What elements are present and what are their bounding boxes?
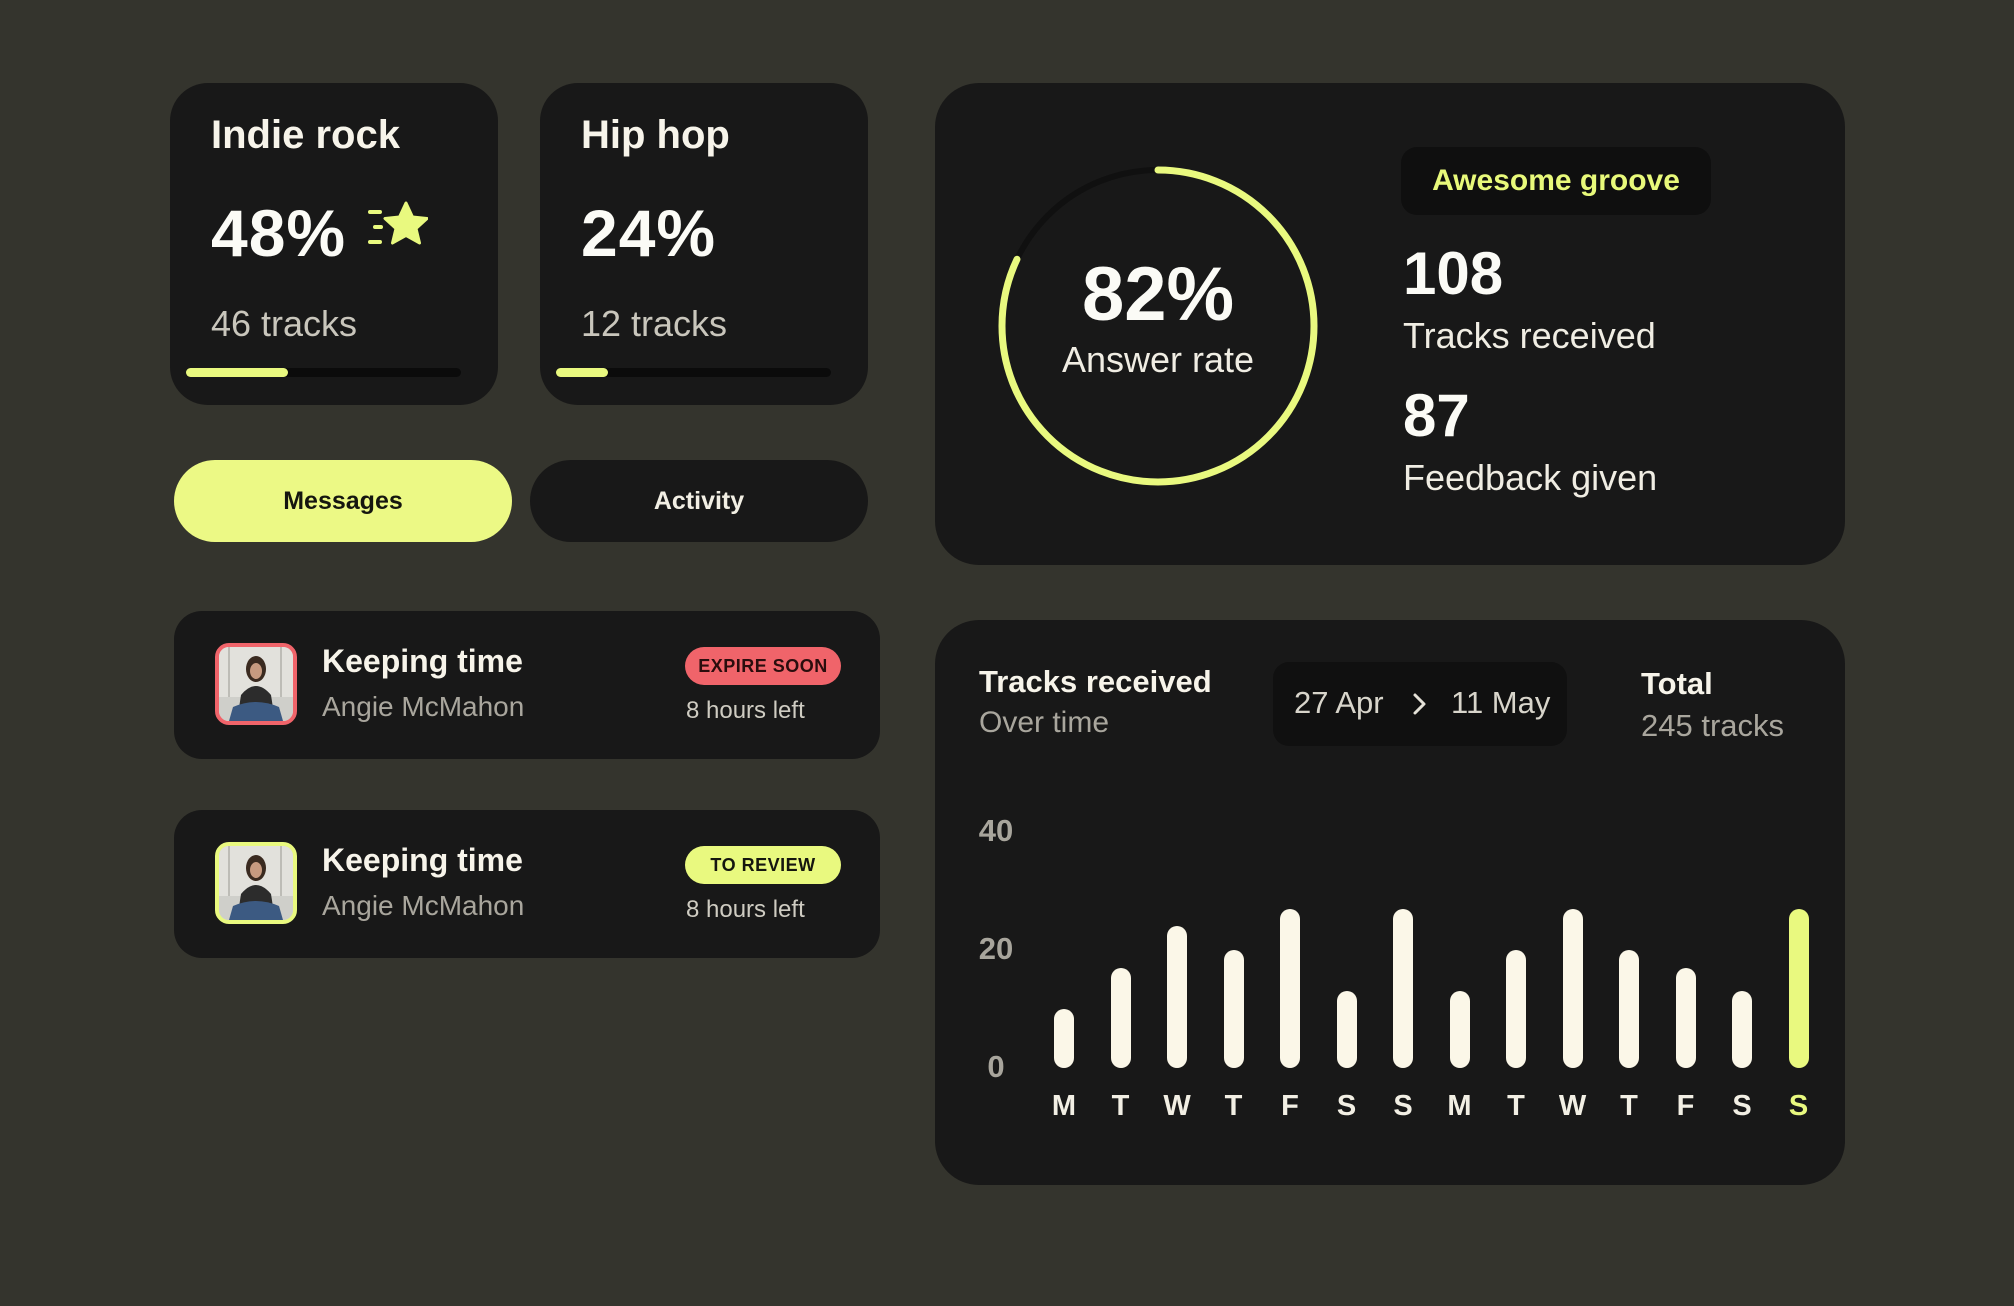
chart-bar — [1506, 950, 1526, 1068]
message-artist: Angie McMahon — [322, 691, 525, 722]
x-tick-label: T — [1111, 1090, 1130, 1122]
chart-bar — [1110, 967, 1131, 1068]
x-tick-label: M — [1447, 1090, 1472, 1122]
genre-percent: 24% — [581, 196, 717, 270]
chart-subtitle: Over time — [979, 706, 1110, 739]
x-tick-label: W — [1558, 1090, 1587, 1122]
message-time-left: 8 hours left — [686, 697, 805, 724]
avatar — [215, 842, 297, 924]
genre-card-indie-rock[interactable]: Indie rock 48% 46 tracks — [170, 83, 498, 405]
genre-progress-fill — [186, 368, 288, 377]
y-tick-label: 40 — [978, 813, 1014, 848]
chart-bar — [1675, 967, 1696, 1068]
chart-bar — [1732, 991, 1752, 1068]
answer-rate-label: Answer rate — [1061, 339, 1255, 380]
status-badge: EXPIRE SOON — [685, 647, 841, 685]
chart-bar — [1223, 950, 1244, 1068]
genre-title: Indie rock — [211, 113, 400, 157]
total-value: 245 tracks — [1641, 708, 1785, 743]
chart-bar — [1336, 991, 1357, 1068]
x-tick-label: T — [1224, 1090, 1243, 1122]
date-range-picker[interactable]: 27 Apr 11 May — [1273, 662, 1567, 746]
genre-card-hip-hop[interactable]: Hip hop 24% 12 tracks — [540, 83, 868, 405]
summary-card: 82% Answer rate Awesome groove 108 Track… — [935, 83, 1845, 565]
star-icon — [368, 201, 428, 245]
tracks-over-time-card: Tracks received Over time 27 Apr 11 May … — [935, 620, 1845, 1185]
chart-bar — [1788, 908, 1809, 1068]
feedback-given-value: 87 — [1403, 382, 1470, 449]
chart-bar — [1280, 908, 1300, 1068]
person-photo-icon — [219, 846, 293, 920]
tracks-received-label: Tracks received — [1403, 315, 1656, 356]
genre-tracks: 46 tracks — [211, 303, 358, 344]
chart-bar — [1619, 950, 1639, 1068]
x-tick-label: T — [1620, 1090, 1638, 1122]
x-tick-label: F — [1281, 1090, 1299, 1122]
message-title: Keeping time — [322, 842, 523, 878]
person-photo-icon — [219, 647, 293, 721]
answer-rate-value: 82% — [1081, 252, 1235, 337]
message-artist: Angie McMahon — [322, 890, 525, 921]
y-tick-label: 20 — [978, 931, 1014, 966]
x-tick-label: M — [1051, 1090, 1077, 1122]
genre-percent: 48% — [211, 196, 347, 270]
tab-messages[interactable]: Messages — [174, 460, 512, 542]
date-from: 27 Apr — [1294, 685, 1384, 720]
chart-bar — [1449, 991, 1470, 1068]
message-time-left: 8 hours left — [686, 896, 805, 923]
message-title: Keeping time — [322, 643, 523, 679]
tracks-received-value: 108 — [1403, 240, 1504, 307]
feedback-given-label: Feedback given — [1403, 457, 1658, 498]
bar-chart: M T W T F S S M T W T F S S 0 20 40 — [935, 620, 1845, 1185]
tab-activity[interactable]: Activity — [530, 460, 868, 542]
x-tick-label: S — [1336, 1090, 1357, 1122]
avatar — [215, 643, 297, 725]
status-badge: TO REVIEW — [685, 846, 841, 884]
total-label: Total — [1641, 666, 1713, 701]
chevron-right-icon — [1413, 693, 1426, 715]
message-item[interactable]: Keeping time Angie McMahon TO REVIEW 8 h… — [174, 810, 880, 958]
genre-progress-bar — [556, 368, 831, 377]
chart-bar — [1562, 908, 1583, 1068]
genre-tracks: 12 tracks — [581, 303, 728, 344]
x-tick-label: T — [1507, 1090, 1525, 1122]
genre-progress-fill — [556, 368, 609, 377]
y-tick-label: 0 — [987, 1049, 1005, 1084]
awesome-groove-badge: Awesome groove — [1401, 147, 1711, 215]
answer-rate-arc — [998, 166, 1318, 486]
x-tick-label: W — [1163, 1090, 1191, 1122]
date-to: 11 May — [1451, 685, 1551, 720]
genre-progress-bar — [186, 368, 461, 377]
chart-bar — [1167, 926, 1187, 1068]
x-tick-label: S — [1788, 1090, 1809, 1122]
chart-bar — [1393, 908, 1413, 1068]
x-tick-label: S — [1732, 1090, 1752, 1122]
chart-title: Tracks received — [979, 664, 1212, 699]
message-item[interactable]: Keeping time Angie McMahon EXPIRE SOON 8… — [174, 611, 880, 759]
genre-title: Hip hop — [581, 113, 730, 157]
answer-rate-ring — [998, 166, 1318, 486]
x-tick-label: S — [1393, 1090, 1413, 1122]
chart-bar — [1054, 1009, 1074, 1068]
x-tick-label: F — [1676, 1090, 1695, 1122]
